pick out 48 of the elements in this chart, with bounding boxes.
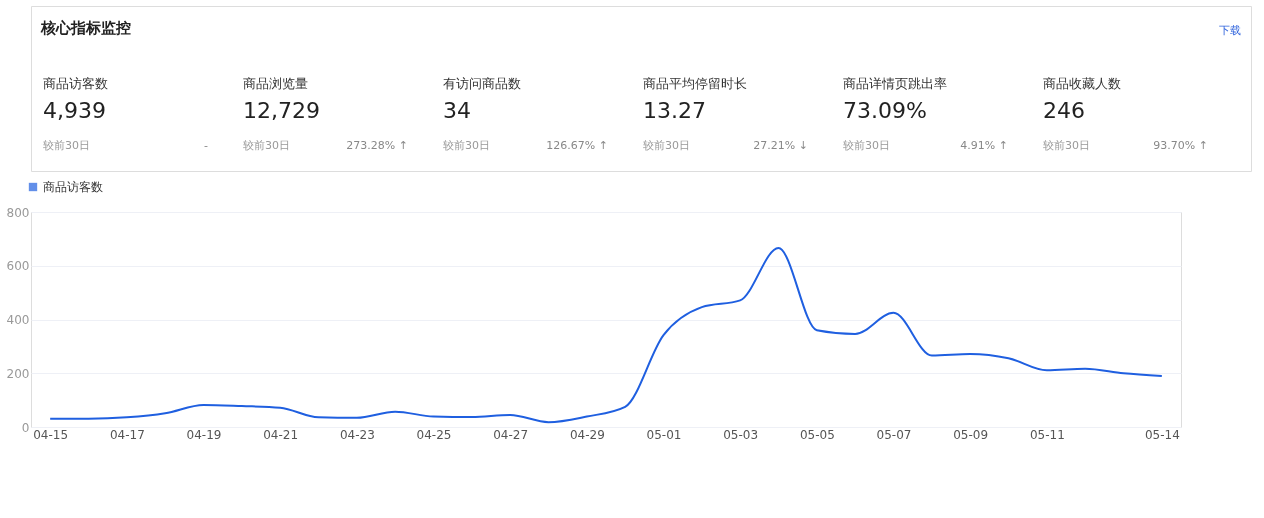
text: 93.70% ↑ [1153, 139, 1208, 152]
text: 34 [443, 98, 471, 123]
x-tick-label: 04-19 [186, 427, 222, 442]
x-tick-label: 05-01 [646, 427, 682, 442]
x-tick-label: 05-11 [1029, 427, 1065, 442]
y-tick-label: 200 [6, 366, 30, 381]
y-tick-label: 600 [6, 259, 30, 274]
y-tick-label: 400 [6, 313, 30, 327]
x-tick-label: 05-03 [723, 427, 759, 442]
x-tick-label: 05-07 [876, 427, 912, 442]
x-tick-label: 04-29 [569, 427, 605, 442]
x-tick-label: 05-14 [1144, 427, 1180, 442]
text: 较前30日 [243, 139, 290, 152]
x-tick-label: 04-23 [339, 427, 375, 442]
y-tick-label: 0 [21, 420, 30, 435]
text: 较前30日 [643, 139, 690, 152]
y-tick-label: 800 [6, 205, 30, 220]
x-tick-label: 05-05 [799, 427, 835, 442]
text: 27.21% ↓ [753, 139, 808, 152]
text: 商品详情页跳出率 [843, 76, 947, 91]
text: 商品访客数 [43, 76, 108, 91]
line-series [49, 247, 1163, 424]
text: 较前30日 [843, 139, 890, 152]
x-tick-label: 04-25 [416, 427, 452, 442]
x-tick-label: 04-17 [109, 427, 145, 442]
text: 较前30日 [443, 139, 490, 152]
x-tick-label: 04-27 [493, 427, 529, 442]
text: - [204, 139, 209, 152]
text: 246 [1043, 98, 1085, 123]
text: 商品平均停留时长 [643, 76, 747, 91]
text: 4,939 [43, 98, 106, 123]
text: 下载 [1219, 24, 1241, 37]
text: 商品收藏人数 [1043, 76, 1121, 91]
text: 较前30日 [1043, 139, 1090, 152]
text: 有访问商品数 [443, 76, 521, 91]
text: 较前30日 [43, 139, 90, 152]
text: 12,729 [243, 98, 320, 123]
text: 73.09% [843, 98, 927, 123]
legend-label: 商品访客数 [43, 180, 103, 194]
text: 商品浏览量 [243, 76, 308, 91]
text: 13.27 [643, 98, 706, 123]
text: 126.67% ↑ [546, 139, 608, 152]
x-tick-label: 04-15 [33, 427, 69, 442]
text: 4.91% ↑ [960, 139, 1008, 152]
x-tick-label: 05-09 [953, 427, 989, 442]
text: 273.28% ↑ [346, 139, 408, 152]
text: 核心指标监控 [40, 19, 131, 37]
x-tick-label: 04-21 [263, 427, 299, 442]
